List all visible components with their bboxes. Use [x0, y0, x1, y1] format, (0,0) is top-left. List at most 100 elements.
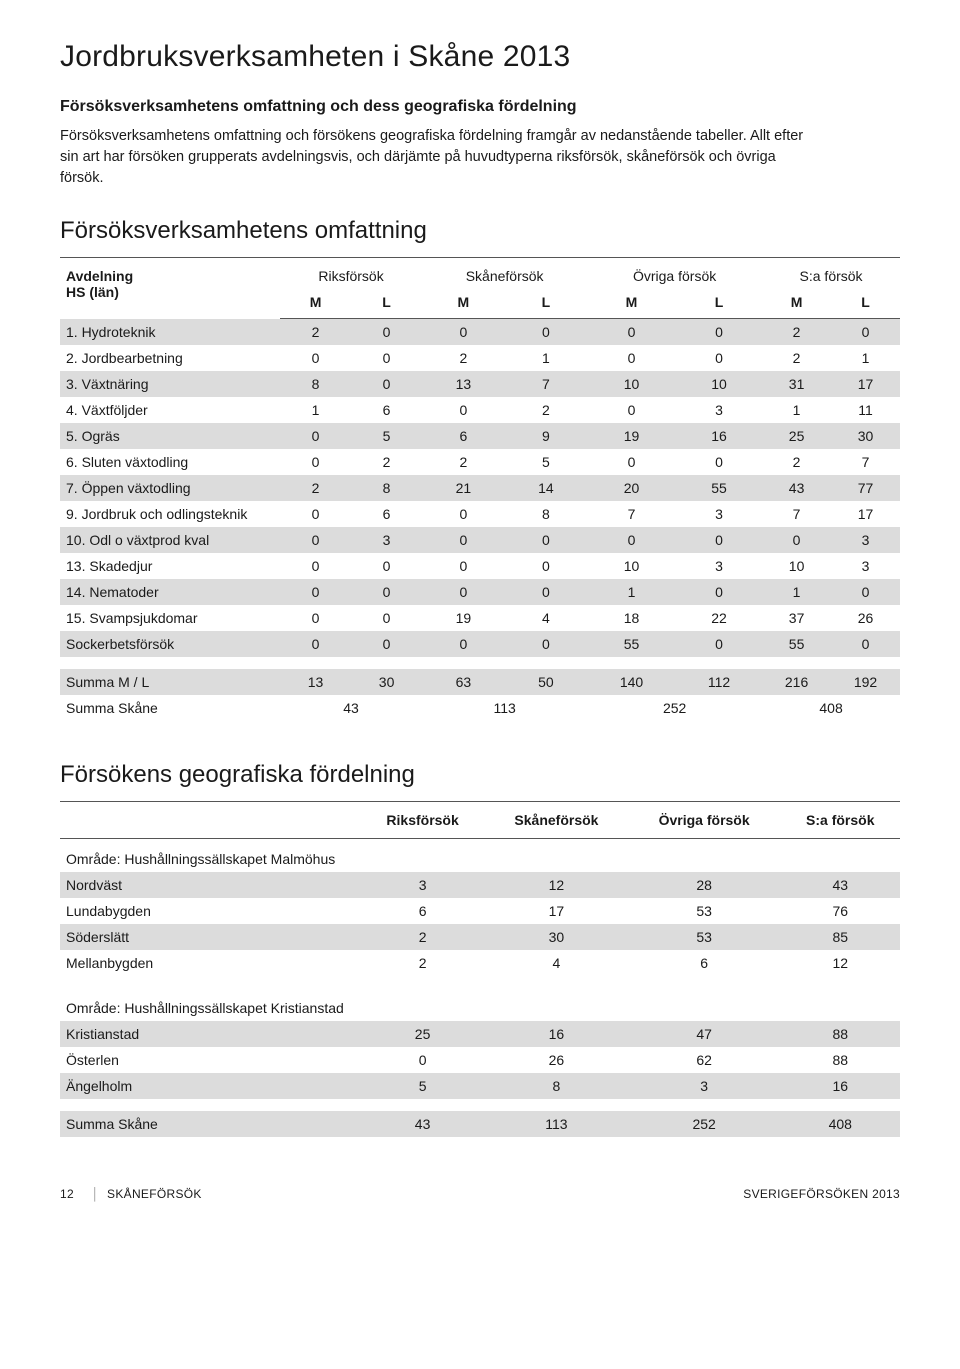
cell: 0: [505, 553, 588, 579]
cell: 2: [351, 449, 422, 475]
footer-pagenum: 12: [60, 1187, 74, 1201]
cell: 12: [781, 950, 900, 976]
cell: 16: [781, 1073, 900, 1099]
cell: 37: [762, 605, 831, 631]
cell: 28: [628, 872, 781, 898]
cell: 47: [628, 1021, 781, 1047]
cell: 88: [781, 1047, 900, 1073]
cell: 2: [280, 319, 351, 346]
cell: 0: [587, 319, 676, 346]
row-label: Ängelholm: [60, 1073, 360, 1099]
cell: 0: [505, 319, 588, 346]
cell: 63: [422, 669, 505, 695]
cell: 7: [762, 501, 831, 527]
cell: 3: [676, 553, 762, 579]
cell: 1: [587, 579, 676, 605]
cell: 55: [676, 475, 762, 501]
t1-subcol: L: [505, 289, 588, 319]
cell: 5: [351, 423, 422, 449]
cell: 7: [831, 449, 900, 475]
cell: 14: [505, 475, 588, 501]
cell: 8: [351, 475, 422, 501]
row-label: 13. Skadedjur: [60, 553, 280, 579]
table-row: Sockerbetsförsök0000550550: [60, 631, 900, 657]
cell: 216: [762, 669, 831, 695]
cell: 2: [422, 345, 505, 371]
cell: 2: [360, 950, 485, 976]
cell: 0: [587, 527, 676, 553]
cell: 0: [422, 501, 505, 527]
row-label: 15. Svampsjukdomar: [60, 605, 280, 631]
cell: 21: [422, 475, 505, 501]
row-label: 4. Växtföljder: [60, 397, 280, 423]
cell: 77: [831, 475, 900, 501]
cell: 55: [762, 631, 831, 657]
cell: 0: [676, 579, 762, 605]
t1-head-label2: HS (län): [66, 284, 119, 300]
cell: 8: [485, 1073, 628, 1099]
cell: 0: [676, 449, 762, 475]
cell: 19: [422, 605, 505, 631]
cell: 0: [280, 605, 351, 631]
table-geografisk: RiksförsökSkåneförsökÖvriga försökS:a fö…: [60, 801, 900, 1137]
row-label: 3. Växtnäring: [60, 371, 280, 397]
cell: 252: [628, 1111, 781, 1137]
footer-left-label: SKÅNEFÖRSÖK: [107, 1187, 202, 1201]
cell: 25: [360, 1021, 485, 1047]
cell: 85: [781, 924, 900, 950]
cell: 18: [587, 605, 676, 631]
cell: 0: [587, 345, 676, 371]
cell: 4: [485, 950, 628, 976]
row-label: 2. Jordbearbetning: [60, 345, 280, 371]
section2-title: Försökens geografiska fördelning: [60, 761, 900, 789]
row-label: Sockerbetsförsök: [60, 631, 280, 657]
cell: 0: [505, 579, 588, 605]
cell: 0: [280, 449, 351, 475]
cell: 16: [676, 423, 762, 449]
row-label: 5. Ogräs: [60, 423, 280, 449]
row-label: 7. Öppen växtodling: [60, 475, 280, 501]
cell: 0: [505, 631, 588, 657]
t1-subcol: M: [422, 289, 505, 319]
section1-title: Försöksverksamhetens omfattning: [60, 217, 900, 245]
cell: 13: [422, 371, 505, 397]
sum-skane-label: Summa Skåne: [60, 695, 280, 721]
sum-row: Summa Skåne43113252408: [60, 1111, 900, 1137]
cell: 0: [351, 605, 422, 631]
cell: 0: [280, 501, 351, 527]
cell: 3: [831, 553, 900, 579]
cell: 2: [762, 319, 831, 346]
cell: 0: [422, 527, 505, 553]
cell: 22: [676, 605, 762, 631]
t2-col-head: Skåneförsök: [485, 802, 628, 839]
cell: 50: [505, 669, 588, 695]
cell: 0: [351, 345, 422, 371]
cell: 7: [587, 501, 676, 527]
cell: 2: [280, 475, 351, 501]
footer-right-label: SVERIGEFÖRSÖKEN 2013: [743, 1187, 900, 1201]
cell: 53: [628, 924, 781, 950]
table-row: Söderslätt2305385: [60, 924, 900, 950]
table-row: 13. Skadedjur0000103103: [60, 553, 900, 579]
footer-divider: │: [92, 1187, 100, 1201]
cell: 0: [587, 449, 676, 475]
sum-ml-label: Summa M / L: [60, 669, 280, 695]
t2-col-head: Övriga försök: [628, 802, 781, 839]
t1-group-2: Övriga försök: [587, 258, 762, 290]
cell: 0: [422, 397, 505, 423]
cell: 0: [676, 319, 762, 346]
table-row: 7. Öppen växtodling28211420554377: [60, 475, 900, 501]
cell: 0: [831, 579, 900, 605]
row-label: Kristianstad: [60, 1021, 360, 1047]
cell: 6: [422, 423, 505, 449]
table-row: 9. Jordbruk och odlingsteknik060873717: [60, 501, 900, 527]
cell: 2: [762, 449, 831, 475]
cell: 43: [360, 1111, 485, 1137]
table-row: 10. Odl o växtprod kval03000003: [60, 527, 900, 553]
page-footer: 12 │ SKÅNEFÖRSÖK SVERIGEFÖRSÖKEN 2013: [60, 1187, 900, 1201]
t1-head-label1: Avdelning: [66, 268, 133, 284]
row-label: Söderslätt: [60, 924, 360, 950]
t1-subcol: L: [831, 289, 900, 319]
t1-subcol: M: [280, 289, 351, 319]
cell: 408: [762, 695, 900, 721]
